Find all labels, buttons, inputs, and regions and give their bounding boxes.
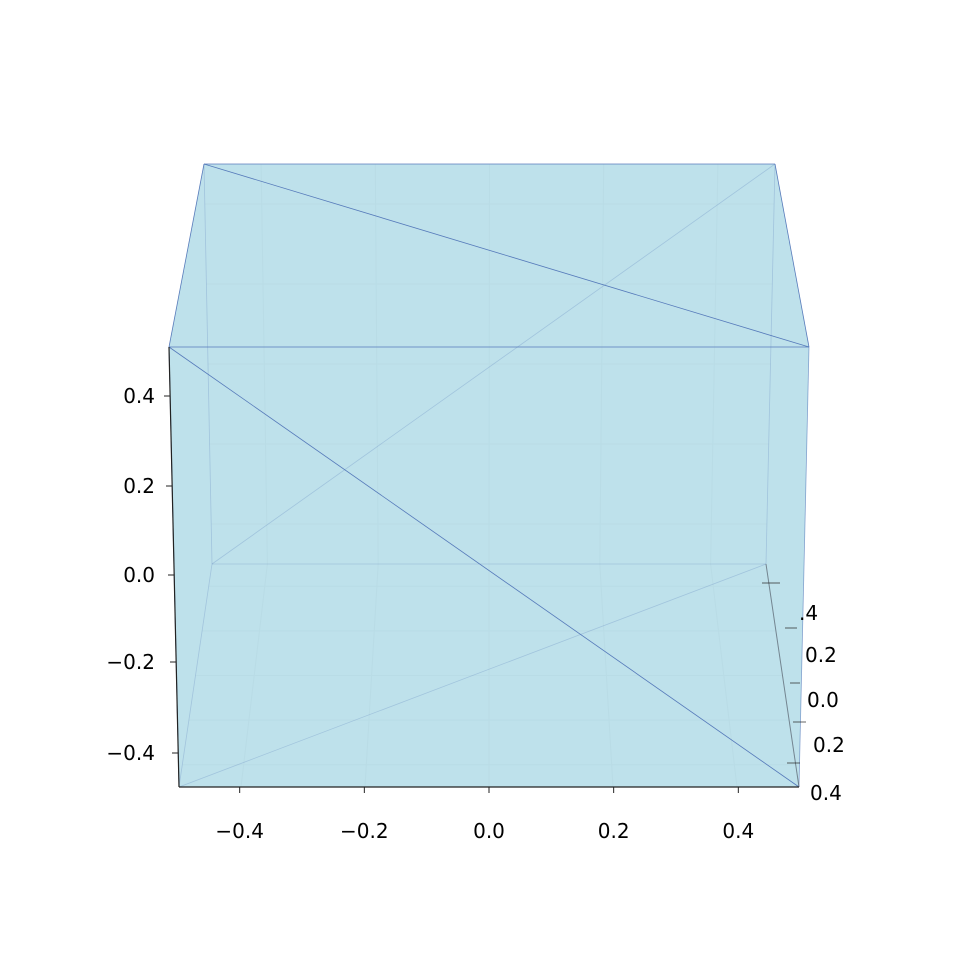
y-tick-label: .4 (799, 601, 818, 625)
z-tick-label: 0.0 (123, 563, 155, 587)
edge-top-left (168, 163, 205, 348)
z-tick-label: −0.4 (106, 741, 155, 765)
edge-floor-diagonal (178, 563, 767, 788)
y-tick-label: 0.2 (805, 643, 837, 667)
edge-top-diagonal (203, 163, 810, 348)
cube-faces (169, 164, 809, 787)
x-tick-label: −0.4 (215, 819, 264, 843)
z-axis-line (168, 346, 180, 788)
y-tick-label: 0.4 (810, 781, 842, 805)
x-tick-label: 0.4 (722, 819, 754, 843)
x-tick-label: −0.2 (340, 819, 389, 843)
edge-back-diagonal (211, 163, 776, 565)
edge-back-left (203, 163, 213, 565)
y-axis-ticks: 0.4 0.2 0.0 0.2 .4 (762, 582, 845, 805)
y-tick-label: 0.2 (813, 733, 845, 757)
z-tick-label: 0.2 (123, 474, 155, 498)
y-axis-line (765, 563, 800, 788)
face-top (169, 164, 809, 347)
x-tick-label: 0.0 (473, 819, 505, 843)
z-tick-label: 0.4 (123, 384, 155, 408)
edge-floor-left (178, 563, 213, 788)
edge-front-diagonal (168, 346, 800, 788)
edge-top-right (774, 163, 810, 348)
x-axis-ticks: −0.4 −0.2 0.0 0.2 0.4 (215, 787, 754, 843)
edge-front-right (798, 346, 810, 788)
z-axis-ticks: −0.4 −0.2 0.0 0.2 0.4 (106, 384, 178, 765)
cube-edges (168, 163, 810, 788)
face-front (169, 347, 809, 787)
edge-back-right (765, 163, 776, 565)
z-tick-label: −0.2 (106, 650, 155, 674)
x-tick-label: 0.2 (598, 819, 630, 843)
y-tick-label: 0.0 (807, 688, 839, 712)
